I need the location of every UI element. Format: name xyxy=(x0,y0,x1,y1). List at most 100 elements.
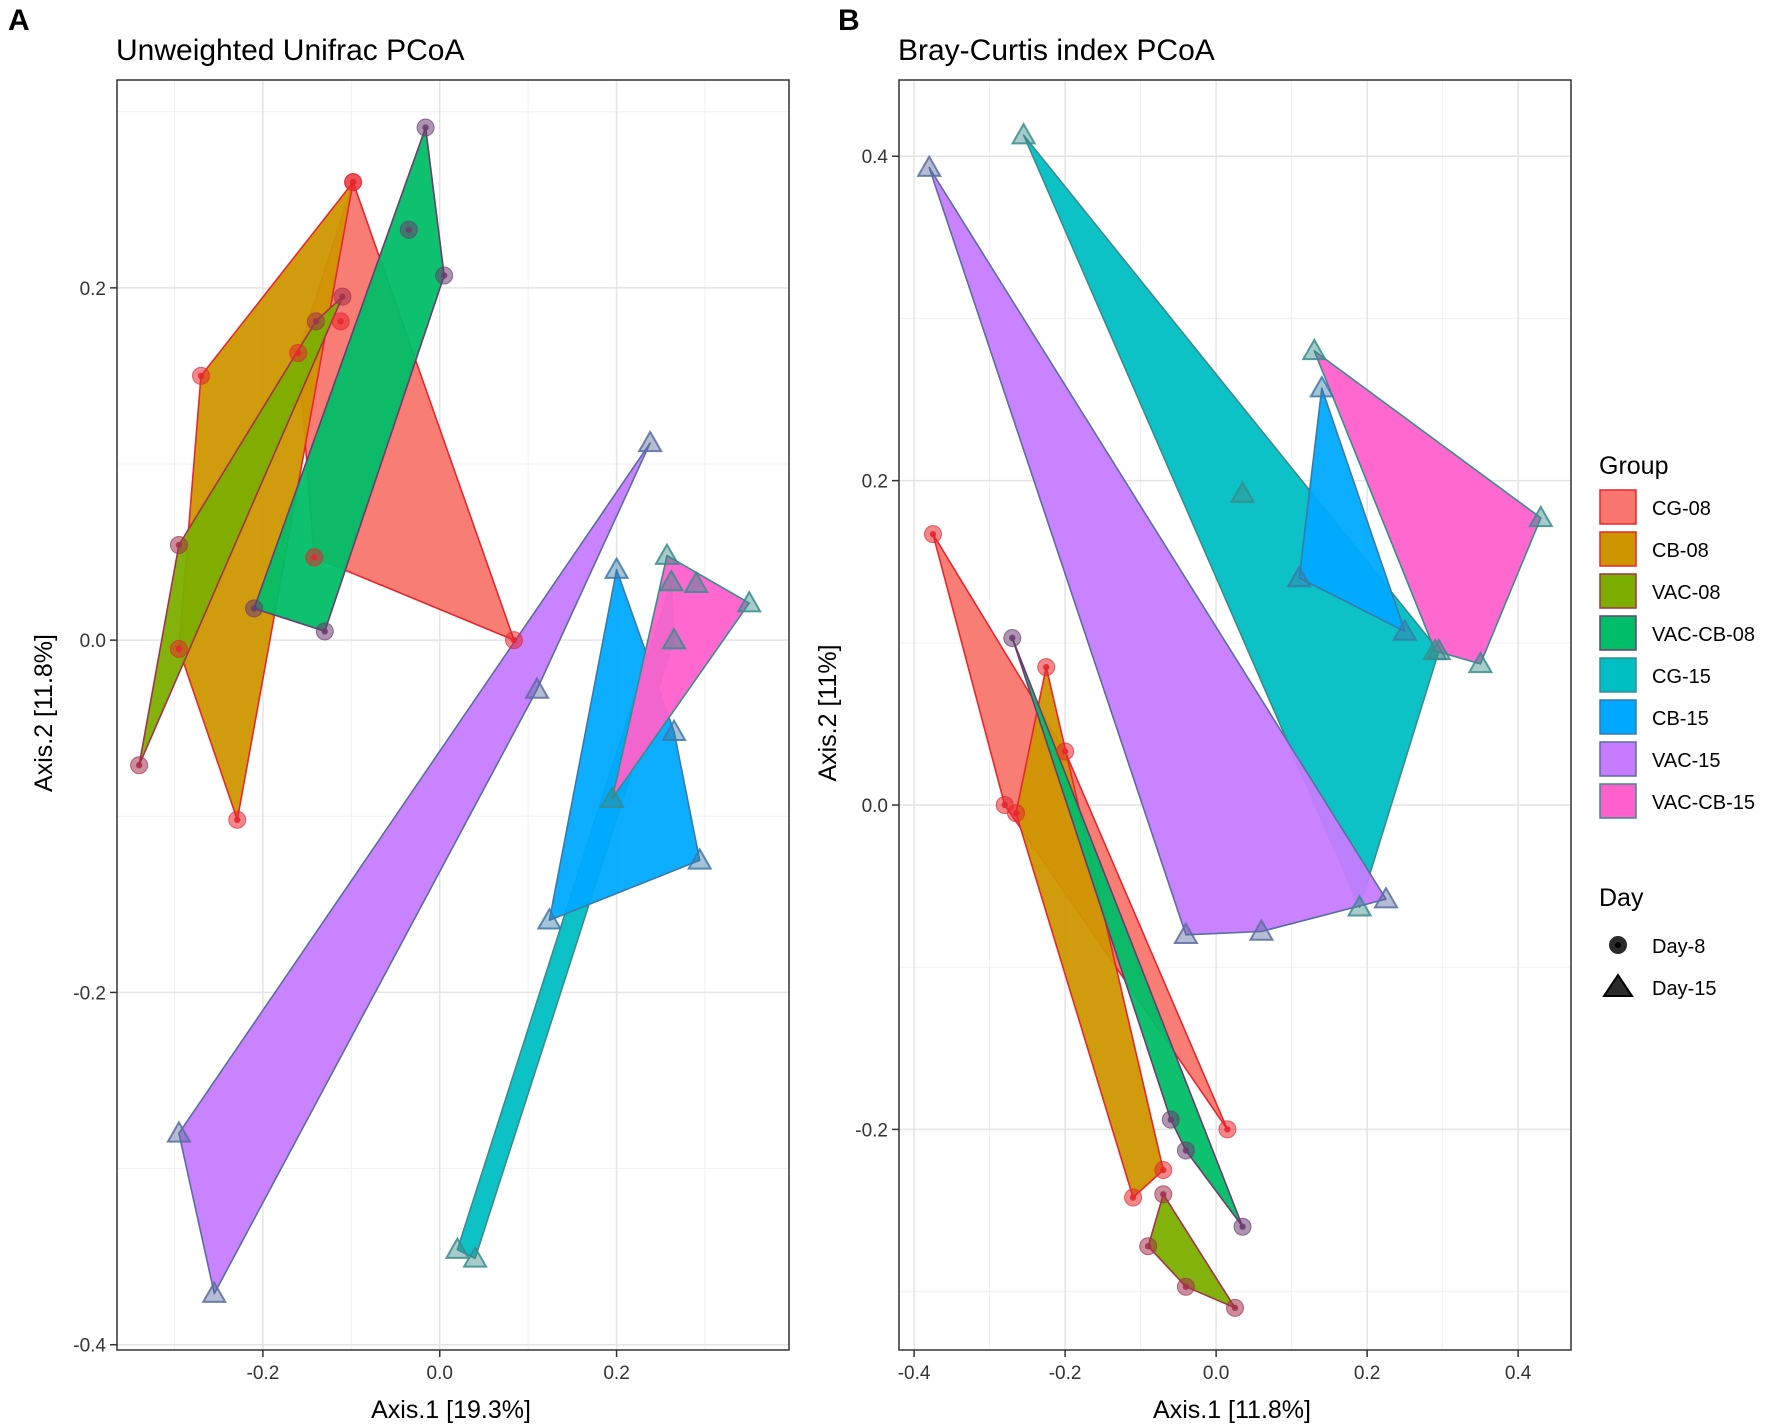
panel-a-letter: A xyxy=(8,4,30,37)
panel-b-x-tick-label: 0.0 xyxy=(1203,1363,1229,1384)
panel-a-frame xyxy=(116,79,790,1351)
panel-b-point-vac-15 xyxy=(1173,921,1199,945)
panel-a-point-core xyxy=(197,372,205,380)
panel-a-point-core xyxy=(405,226,412,233)
panel-b-point-core xyxy=(929,530,937,538)
panel-b-hull-vac-15 xyxy=(928,166,1387,936)
panel-a-title: Unweighted Unifrac PCoA xyxy=(116,34,465,67)
panel-b-x-tick-label: 0.4 xyxy=(1505,1363,1532,1384)
panel-b-x-tick-label: -0.2 xyxy=(1049,1363,1082,1384)
panel-a-point-vac-15 xyxy=(524,676,550,699)
panel-b-point-vac-cb-15 xyxy=(1422,637,1448,661)
legend-day-8-icon-core xyxy=(1615,942,1621,948)
panel-a-y-tick-label: 0.0 xyxy=(80,631,106,652)
panel-a-point-cg-15 xyxy=(462,1245,488,1268)
legend-label-vac-cb-08: VAC-CB-08 xyxy=(1652,624,1755,646)
legend-label-vac-cb-15: VAC-CB-15 xyxy=(1652,792,1755,814)
legend-swatch-cg-08 xyxy=(1599,489,1637,525)
legend-label-cb-15: CB-15 xyxy=(1652,708,1709,730)
legend-day-15-icon xyxy=(1602,973,1634,997)
panel-a-y-tick-label: -0.2 xyxy=(73,983,106,1004)
panel-a-x-tick-label: -0.2 xyxy=(247,1363,280,1384)
panel-b-point-core xyxy=(1061,748,1069,755)
panel-b-point-core xyxy=(1160,1166,1167,1174)
panel-a-point-cb-15 xyxy=(536,907,563,930)
panel-b-y-tick-label: 0.2 xyxy=(862,472,888,493)
legend-swatch-cg-15 xyxy=(1599,657,1637,693)
legend-swatch-vac-15 xyxy=(1599,741,1637,777)
panel-b-point-cb-15 xyxy=(1286,564,1312,588)
panel-b-point-cg-15 xyxy=(1229,480,1256,503)
panel-b-plot: -0.4 -0.2 0.0 0.2 0.4 -0.2 0.0 0.2 0.4 xyxy=(855,79,1572,1384)
panel-a-point-core xyxy=(310,554,318,561)
panel-a-plot: -0.2 0.0 0.2 -0.4 -0.2 0.0 0.2 xyxy=(73,79,790,1384)
panel-a-point-cb-15 xyxy=(603,556,630,579)
legend-swatch-vac-cb-08 xyxy=(1599,615,1637,651)
panel-a-point-core xyxy=(337,318,344,325)
panel-a-point-vac-15 xyxy=(201,1280,227,1303)
panel-a-point-core xyxy=(510,636,518,644)
panel-a-point-core xyxy=(349,178,357,186)
panel-a-point-vac-15 xyxy=(166,1120,192,1143)
legend-swatch-cb-15 xyxy=(1599,699,1637,735)
panel-b-point-core xyxy=(1001,801,1008,809)
panel-b-point-vac-15 xyxy=(916,154,942,177)
panel-b-point-vac-15 xyxy=(1373,886,1399,909)
legend-group-title: Group xyxy=(1599,452,1668,480)
panel-b-point-core xyxy=(1231,1304,1239,1312)
panel-a-point-core xyxy=(312,318,320,325)
panel-a-point-vac-15 xyxy=(637,429,663,453)
panel-a-point-core xyxy=(422,124,429,131)
legend-day-title: Day xyxy=(1599,884,1644,912)
panel-b-point-cg-15 xyxy=(1346,894,1373,917)
panel-b-y-tick-label: -0.2 xyxy=(855,1120,888,1141)
panel-a-point-core xyxy=(175,541,183,549)
panel-a-x-tick-label: 0.2 xyxy=(603,1363,629,1384)
panel-a-y-tick-label: -0.4 xyxy=(73,1336,106,1357)
panel-a-point-vac-cb-15 xyxy=(654,542,680,565)
panel-a-point-core xyxy=(339,293,346,300)
panel-b-y-tick-label: 0.0 xyxy=(862,796,888,817)
panel-a-point-cb-15 xyxy=(686,847,713,870)
panel-a-point-core xyxy=(234,816,241,824)
panel-a-x-tick-label: 0.0 xyxy=(427,1363,453,1384)
legend-swatch-vac-cb-15 xyxy=(1599,783,1637,819)
panel-b-point-core xyxy=(1239,1223,1246,1230)
panel-b-point-cb-15 xyxy=(1392,618,1418,641)
panel-b-point-cb-15 xyxy=(1309,375,1335,398)
panel-a-ylabel: Axis.2 [11.8%] xyxy=(30,634,58,792)
panel-b-point-core xyxy=(1160,1191,1167,1198)
panel-b-hull-vac-cb-15 xyxy=(1313,350,1542,665)
panel-a-xlabel: Axis.1 [19.3%] xyxy=(371,1396,531,1424)
panel-a-point-core xyxy=(175,645,183,653)
legend-swatch-cb-08 xyxy=(1599,531,1637,567)
panel-b-frame xyxy=(898,79,1572,1351)
panel-a-point-core xyxy=(250,605,258,612)
panel-b-xlabel: Axis.1 [11.8%] xyxy=(1153,1396,1311,1424)
panel-b-point-vac-cb-15 xyxy=(1528,504,1554,528)
legend-swatch-vac-08 xyxy=(1599,573,1637,609)
panel-b-ylabel: Axis.2 [11%] xyxy=(814,644,842,781)
panel-a-point-vac-cb-15 xyxy=(599,785,625,808)
panel-b-y-tick-label: 0.4 xyxy=(862,147,889,168)
panel-b-point-core xyxy=(1224,1126,1231,1133)
panel-b-point-core xyxy=(1182,1147,1190,1154)
panel-b-point-cg-15 xyxy=(1010,122,1037,145)
legend-label-vac-08: VAC-08 xyxy=(1652,582,1721,604)
panel-b-letter: B xyxy=(838,4,860,37)
panel-a-hull-vac-15 xyxy=(178,442,652,1295)
panel-b-x-tick-label: -0.4 xyxy=(898,1363,931,1384)
legend-label-vac-15: VAC-15 xyxy=(1652,750,1721,772)
panel-b-point-core xyxy=(1043,663,1050,671)
panel-b-hull-cg-15 xyxy=(1022,134,1440,909)
legend-day-label-day-8: Day-8 xyxy=(1652,936,1705,958)
panel-b-point-core xyxy=(1167,1116,1175,1123)
panel-b-point-core xyxy=(1009,634,1016,642)
panel-b-point-core xyxy=(1012,809,1020,817)
panel-a-point-cg-15 xyxy=(661,627,687,650)
panel-a-y-tick-label: 0.2 xyxy=(80,279,106,300)
panel-b-point-core xyxy=(1182,1283,1190,1290)
panel-a-point-core xyxy=(321,628,328,635)
legend-label-cg-15: CG-15 xyxy=(1652,666,1711,688)
